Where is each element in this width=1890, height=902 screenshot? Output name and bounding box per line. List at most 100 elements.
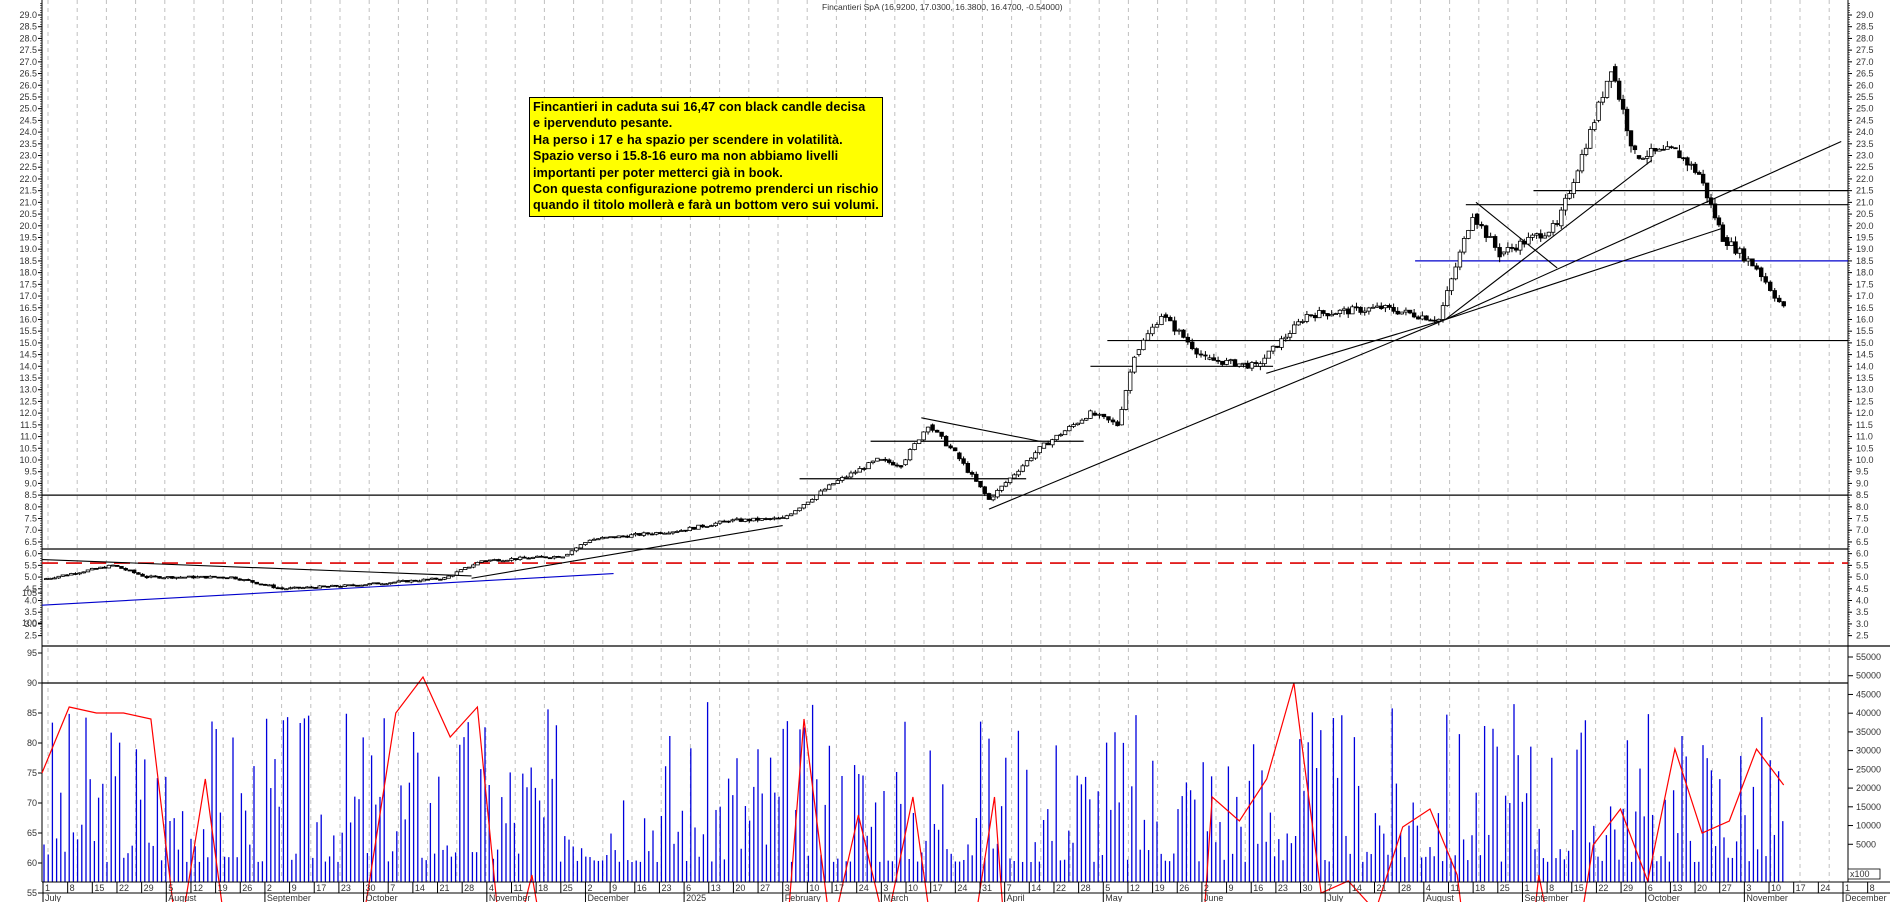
svg-text:2025: 2025 (686, 893, 706, 902)
svg-text:10: 10 (908, 883, 918, 893)
svg-text:18.0: 18.0 (19, 268, 37, 278)
svg-text:25.5: 25.5 (19, 92, 37, 102)
svg-text:17: 17 (316, 883, 326, 893)
svg-text:November: November (1746, 893, 1788, 902)
svg-text:15.5: 15.5 (19, 326, 37, 336)
svg-text:March: March (883, 893, 908, 902)
svg-text:6: 6 (686, 883, 691, 893)
svg-text:35000: 35000 (1856, 727, 1881, 737)
svg-text:14.0: 14.0 (19, 361, 37, 371)
svg-text:29.0: 29.0 (19, 10, 37, 20)
svg-text:28.0: 28.0 (19, 33, 37, 43)
svg-text:August: August (168, 893, 197, 902)
svg-text:26.0: 26.0 (19, 80, 37, 90)
svg-text:20: 20 (1697, 883, 1707, 893)
svg-text:14: 14 (415, 883, 425, 893)
svg-text:12.5: 12.5 (1856, 396, 1874, 406)
svg-text:10.5: 10.5 (19, 443, 37, 453)
svg-text:2.5: 2.5 (24, 631, 37, 641)
svg-text:10.0: 10.0 (19, 455, 37, 465)
svg-text:August: August (1426, 893, 1455, 902)
svg-text:22: 22 (1056, 883, 1066, 893)
annotation-line: Ha perso i 17 e ha spazio per scendere i… (533, 132, 843, 147)
svg-text:9.0: 9.0 (24, 478, 37, 488)
svg-text:8.0: 8.0 (1856, 502, 1869, 512)
svg-text:November: November (489, 893, 531, 902)
svg-text:9.5: 9.5 (24, 467, 37, 477)
svg-text:18.5: 18.5 (19, 256, 37, 266)
annotation-line: quando il titolo mollerà e farà un botto… (533, 198, 879, 213)
svg-text:17.5: 17.5 (1856, 279, 1874, 289)
svg-text:11: 11 (513, 883, 522, 893)
price-axis-right: 29.0 28.528.0 27.5 27.0 26.526.0 25.5 25.024.5… (1847, 0, 1874, 882)
svg-text:10000: 10000 (1856, 821, 1881, 831)
volume-axis-right: 55000 50000 45000 40000 35000 30000 25000 20000… (1847, 652, 1881, 880)
svg-text:17.0: 17.0 (1856, 291, 1874, 301)
svg-text:3: 3 (785, 883, 790, 893)
svg-text:11.0: 11.0 (20, 432, 37, 442)
svg-text:11.5: 11.5 (20, 420, 37, 430)
chart-title: Fincantieri SpA (16.9200, 17.0300, 16.38… (822, 2, 1063, 12)
svg-text:22.5: 22.5 (1856, 162, 1874, 172)
svg-text:20.5: 20.5 (1856, 209, 1874, 219)
svg-text:22.0: 22.0 (1856, 174, 1874, 184)
svg-text:90: 90 (27, 678, 37, 688)
svg-text:21: 21 (440, 883, 450, 893)
svg-text:12: 12 (193, 883, 203, 893)
svg-text:29: 29 (1623, 883, 1633, 893)
svg-text:11.0: 11.0 (1856, 432, 1873, 442)
svg-text:17.0: 17.0 (19, 291, 37, 301)
svg-text:23.5: 23.5 (19, 139, 37, 149)
svg-text:6.0: 6.0 (1856, 549, 1869, 559)
svg-text:17: 17 (1796, 883, 1806, 893)
svg-text:20.0: 20.0 (19, 221, 37, 231)
svg-text:19.5: 19.5 (1856, 232, 1874, 242)
svg-text:26.5: 26.5 (19, 69, 37, 79)
svg-text:16.5: 16.5 (1856, 303, 1874, 313)
svg-text:4: 4 (489, 883, 494, 893)
svg-text:26: 26 (242, 883, 252, 893)
svg-text:6.5: 6.5 (24, 537, 37, 547)
svg-text:8: 8 (1549, 883, 1554, 893)
svg-text:3: 3 (883, 883, 888, 893)
svg-text:10: 10 (1771, 883, 1781, 893)
svg-text:19: 19 (218, 883, 228, 893)
svg-text:28.5: 28.5 (19, 22, 37, 32)
svg-text:23.0: 23.0 (19, 151, 37, 161)
svg-text:24: 24 (859, 883, 869, 893)
svg-text:27: 27 (760, 883, 770, 893)
svg-text:55: 55 (27, 888, 37, 898)
svg-text:11: 11 (1450, 883, 1459, 893)
svg-text:27.5: 27.5 (19, 45, 37, 55)
price-axis-left: 29.0 28.528.0 27.5 27.0 26.526.0 25.5 25.024.5… (19, 0, 43, 646)
svg-text:15.5: 15.5 (1856, 326, 1874, 336)
svg-text:23: 23 (341, 883, 351, 893)
svg-text:40000: 40000 (1856, 708, 1881, 718)
svg-text:4.5: 4.5 (24, 584, 37, 594)
svg-text:85: 85 (27, 708, 37, 718)
svg-text:26: 26 (1179, 883, 1189, 893)
svg-text:75: 75 (27, 768, 37, 778)
svg-text:19: 19 (1155, 883, 1165, 893)
svg-text:October: October (1648, 893, 1680, 902)
svg-text:8.5: 8.5 (24, 490, 37, 500)
svg-text:16.0: 16.0 (19, 314, 37, 324)
svg-text:16.5: 16.5 (19, 303, 37, 313)
svg-text:20.5: 20.5 (19, 209, 37, 219)
svg-text:12.0: 12.0 (19, 408, 37, 418)
svg-text:10.5: 10.5 (1856, 443, 1874, 453)
svg-text:14.5: 14.5 (19, 350, 37, 360)
svg-text:30000: 30000 (1856, 746, 1881, 756)
svg-text:6.0: 6.0 (24, 549, 37, 559)
svg-text:19.0: 19.0 (19, 244, 37, 254)
svg-text:8.0: 8.0 (24, 502, 37, 512)
svg-text:December: December (1845, 893, 1887, 902)
svg-text:70: 70 (27, 798, 37, 808)
oscillator-axis-left: 1051009590858075706560555045403530252015… (22, 588, 43, 898)
svg-text:7.5: 7.5 (1856, 514, 1869, 524)
svg-text:9: 9 (1229, 883, 1234, 893)
svg-text:21.0: 21.0 (1856, 197, 1874, 207)
svg-text:April: April (1007, 893, 1025, 902)
svg-text:February: February (785, 893, 822, 902)
svg-text:11.5: 11.5 (1856, 420, 1873, 430)
